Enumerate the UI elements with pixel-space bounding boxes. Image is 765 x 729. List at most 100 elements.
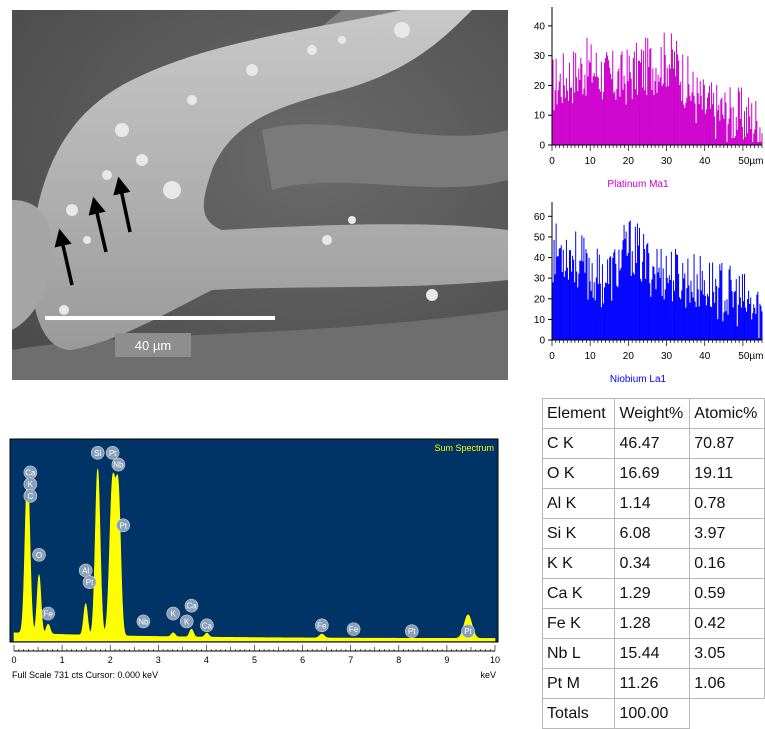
peak-label-marker (41, 606, 55, 621)
table-cell: 1.06 (689, 668, 765, 699)
peak-label: Fe (317, 621, 327, 630)
table-cell: Si K (541, 518, 616, 549)
peak-label-marker (346, 622, 361, 637)
table-cell: O K (541, 458, 616, 489)
table-cell: 70.87 (689, 428, 765, 459)
peak-label-marker (23, 489, 38, 503)
table-cell: K K (541, 548, 616, 579)
peak-label: Fe (43, 610, 53, 619)
peak-label-marker (32, 547, 46, 562)
table-cell: 1.29 (614, 578, 691, 609)
x-tick-label: 30 (661, 351, 673, 362)
table-row: Nb L 15.44 3.05 (541, 638, 765, 669)
sem-micrograph: 40 µm (12, 10, 508, 380)
column-header: Atomic% (689, 398, 765, 429)
line-scan-bars (551, 220, 763, 340)
peak-label: Pt (109, 449, 117, 458)
x-tick-label: 5 (252, 655, 257, 665)
table-cell: 16.69 (614, 458, 691, 489)
platinum-line-scan: 0 10 20 30 40 0 10 20 30 40 50µm Platinum Ma1 (534, 7, 764, 190)
peak-label-marker (461, 624, 475, 638)
peak-label-marker (136, 614, 151, 629)
platinum-axes: 0 10 20 30 40 0 10 20 30 40 50µm (534, 7, 764, 167)
y-tick-label: 40 (534, 253, 546, 264)
table-cell: Al K (541, 488, 616, 519)
x-tick-label: 1 (60, 655, 65, 665)
y-tick-label: 0 (539, 141, 545, 152)
y-tick-label: 30 (534, 274, 546, 285)
y-tick-label: 20 (534, 294, 546, 305)
table-cell: Fe K (541, 608, 616, 639)
x-tick-label: 0 (549, 156, 555, 167)
table-cell: 0.16 (689, 548, 765, 579)
table-row: Si K 6.08 3.97 (541, 518, 765, 549)
peak-label: Al (82, 566, 89, 575)
table-cell: 100.00 (614, 698, 691, 729)
peak-label: Si (94, 449, 101, 458)
peak-label-marker (105, 446, 120, 460)
table-cell: Ca K (541, 578, 616, 609)
peak-label: Pt (86, 578, 94, 587)
peak-label: K (171, 610, 177, 619)
y-tick-label: 20 (534, 81, 546, 92)
x-tick-label: 50µm (738, 351, 763, 362)
y-tick-label: 10 (534, 315, 546, 326)
scale-bar (45, 316, 275, 320)
x-tick-label: 7 (348, 655, 353, 665)
scale-bar-label: 40 µm (135, 338, 171, 353)
x-tick-label: 8 (396, 655, 401, 665)
platinum-line-scan-title: Platinum Ma1 (607, 179, 669, 190)
spectrum-footer: Full Scale 731 cts Cursor: 0.000 keV (12, 670, 158, 680)
x-tick-label: 40 (699, 351, 711, 362)
peak-label: O (36, 551, 42, 560)
x-tick-label: 30 (661, 156, 673, 167)
x-tick-label: 6 (300, 655, 305, 665)
table-cell: 15.44 (614, 638, 691, 669)
peak-label-marker (179, 614, 194, 629)
x-tick-label: 20 (623, 351, 635, 362)
table-cell: 11.26 (614, 668, 691, 699)
table-cell: 1.28 (614, 608, 691, 639)
platinum-bars (551, 32, 763, 145)
table-cell: 19.11 (689, 458, 765, 489)
peak-label: Ca (25, 468, 36, 477)
niobium-line-scan: 0 10 20 30 40 50 60 0 10 20 30 40 50µm Niobium La1 (534, 202, 764, 385)
x-tick-label: 0 (11, 655, 16, 665)
table-row: C K 46.47 70.87 (541, 428, 765, 459)
x-tick-label: 10 (585, 156, 597, 167)
x-tick-label: 40 (699, 156, 711, 167)
y-tick-label: 30 (534, 51, 546, 62)
peak-label: Nb (113, 461, 124, 470)
table-row: Ca K 1.29 0.59 (541, 578, 765, 609)
table-cell: 0.34 (614, 548, 691, 579)
table-cell: 1.14 (614, 488, 691, 519)
table-row: Totals 100.00 (541, 698, 765, 729)
peak-label: Ca (202, 621, 213, 630)
table-row: O K 16.69 19.11 (541, 458, 765, 489)
x-tick-label: 0 (549, 351, 555, 362)
peak-label-marker (116, 518, 130, 533)
peak-label: Nb (138, 617, 149, 626)
peak-label: Pt (119, 521, 127, 530)
peak-label: Pt (408, 627, 416, 636)
niobium-line-scan-title: Niobium La1 (610, 374, 667, 385)
x-tick-label: 10 (585, 351, 597, 362)
table-cell: 3.97 (689, 518, 765, 549)
niobium-bars (551, 220, 763, 340)
peak-label: K (28, 480, 34, 489)
y-tick-label: 60 (534, 212, 546, 223)
column-header: Element (541, 398, 616, 429)
table-cell: 0.78 (689, 488, 765, 519)
table-header-row: Element Weight% Atomic% (541, 398, 765, 429)
table-cell: Pt M (541, 668, 616, 699)
table-cell: C K (541, 428, 616, 459)
peak-label-marker (90, 446, 105, 460)
scale-bar-label-box (115, 333, 191, 357)
table-cell: Totals (541, 698, 616, 729)
line-scan-bars (551, 32, 763, 145)
table-body: C K 46.47 70.87 O K 16.69 19.11 Al K 1.14 0.78 Si… (541, 428, 765, 729)
table-cell: Nb L (541, 638, 616, 669)
spectrum-x-unit: keV (480, 670, 496, 680)
peak-label: Pt (464, 627, 472, 636)
